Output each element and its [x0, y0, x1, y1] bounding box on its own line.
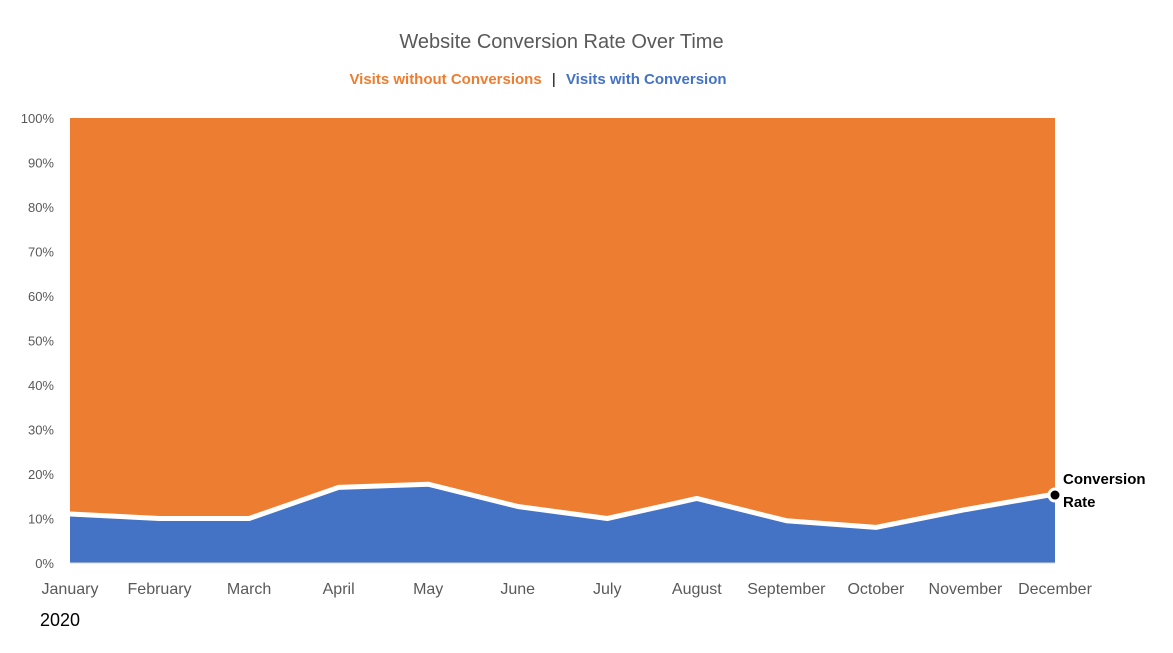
x-tick-label: May [413, 581, 443, 598]
x-tick-label: September [747, 581, 826, 598]
legend-without-conversions: Visits without Conversions [349, 71, 542, 88]
conversion-rate-label-line2: Rate [1063, 494, 1096, 511]
y-tick-label: 50% [28, 334, 54, 349]
conversion-rate-label-line1: Conversion [1063, 471, 1146, 488]
conversion-rate-line [67, 481, 1058, 530]
x-tick-label: December [1018, 581, 1092, 598]
x-tick-label: November [929, 581, 1003, 598]
y-tick-label: 40% [28, 378, 54, 393]
x-axis: January February March April May June July Augu… [42, 581, 1093, 598]
x-tick-label: October [847, 581, 905, 598]
chart-title: Website Conversion Rate Over Time [399, 31, 724, 53]
conversion-rate-label: Conversion Rate [1063, 468, 1163, 514]
x-tick-label: April [323, 581, 355, 598]
plot-areas [67, 118, 1063, 564]
y-tick-label: 100% [21, 111, 55, 126]
x-tick-label: August [672, 581, 722, 598]
x-tick-label: July [593, 581, 621, 598]
x-tick-label: June [500, 581, 535, 598]
year-label: 2020 [40, 610, 81, 630]
y-axis: 0% 10% 20% 30% 40% 50% 60% 70% 80% 90% 100% [21, 111, 55, 571]
y-tick-label: 20% [28, 467, 54, 482]
area-visits-without-conversions [70, 118, 1055, 563]
y-tick-label: 60% [28, 289, 54, 304]
conversion-rate-end-marker [1047, 487, 1063, 503]
x-tick-label: March [227, 581, 271, 598]
legend-separator: | [551, 71, 556, 88]
y-tick-label: 90% [28, 156, 54, 171]
y-tick-label: 0% [35, 556, 54, 571]
x-tick-label: January [42, 581, 99, 598]
y-tick-label: 10% [28, 512, 54, 527]
y-tick-label: 70% [28, 245, 54, 260]
legend: Visits without Conversions | Visits with… [0, 71, 1076, 88]
y-tick-label: 80% [28, 200, 54, 215]
y-tick-label: 30% [28, 423, 54, 438]
legend-with-conversion: Visits with Conversion [565, 71, 727, 88]
area-visits-with-conversion [70, 484, 1055, 563]
x-tick-label: February [128, 581, 192, 598]
